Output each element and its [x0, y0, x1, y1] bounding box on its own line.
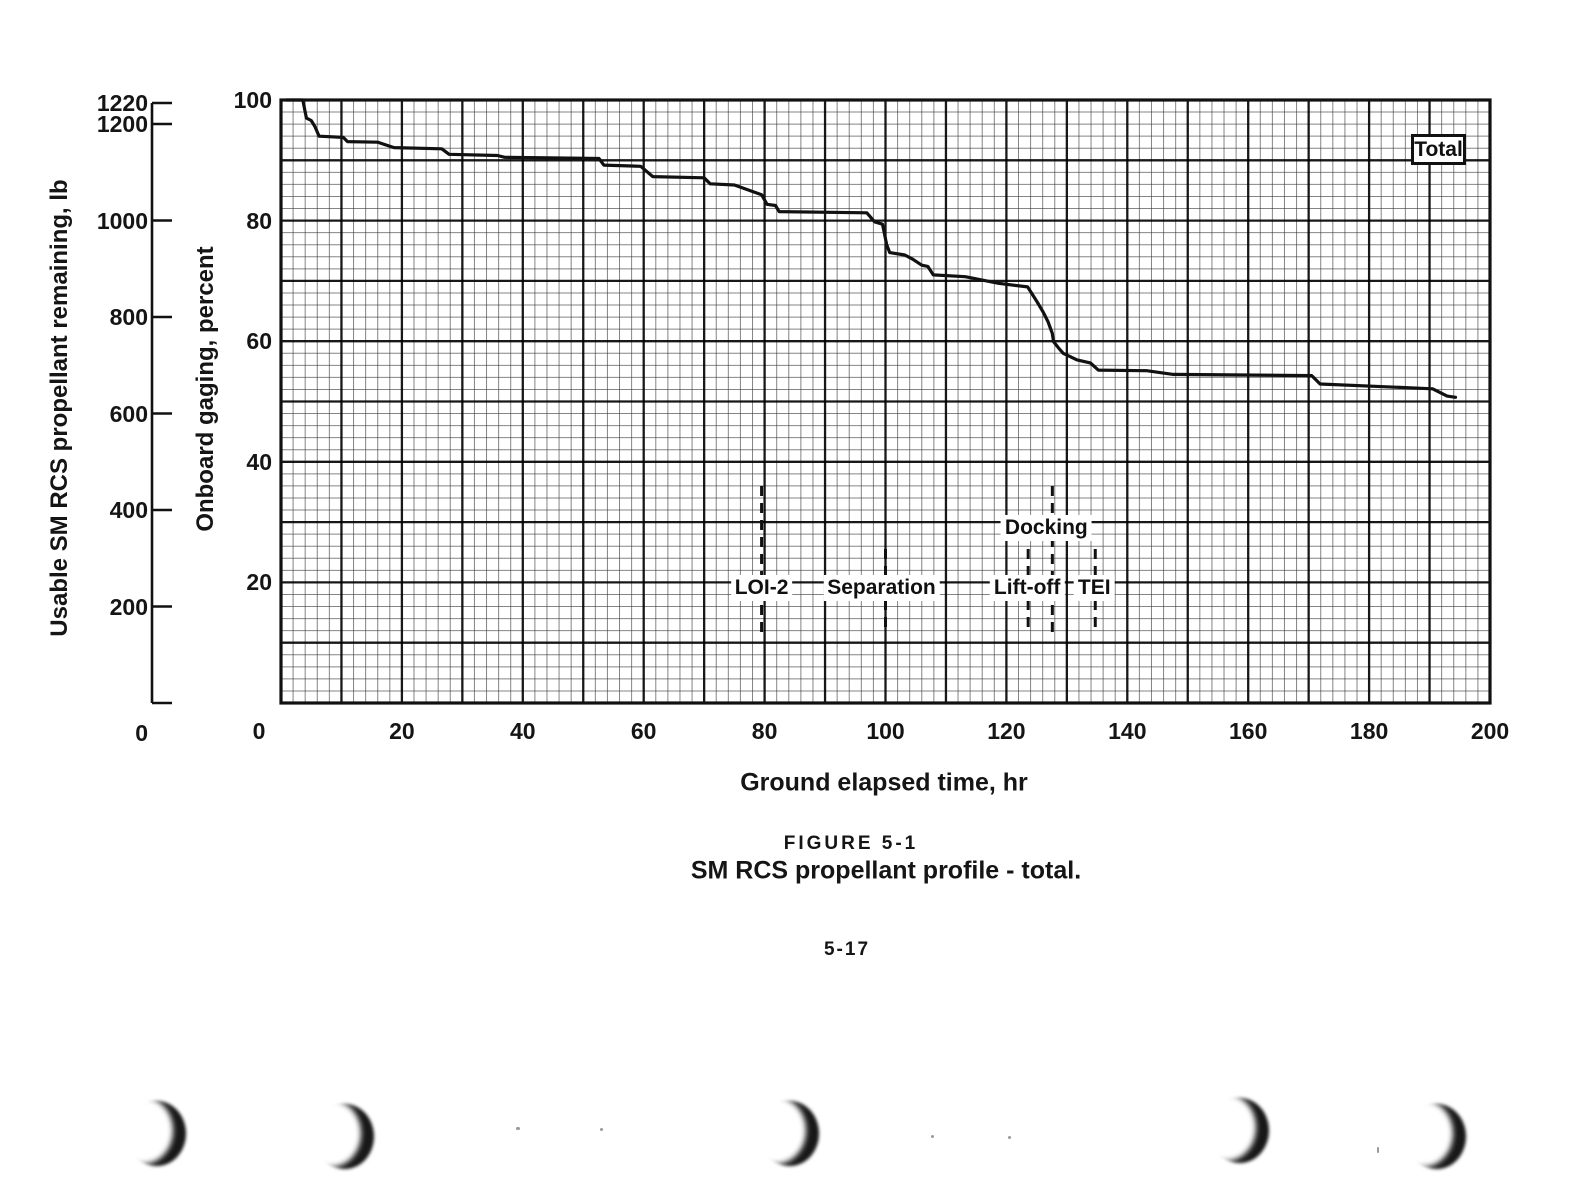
binder-hole-shadow	[746, 1097, 819, 1166]
binder-hole-shadow-mask	[746, 1097, 806, 1164]
percent-tick-label-20: 20	[246, 569, 272, 596]
pounds-tick-label-1200: 1200	[96, 111, 148, 137]
pounds-tick-label-600: 600	[109, 400, 148, 427]
x-tick-label-160: 160	[1229, 718, 1268, 744]
pounds-tick-label-800: 800	[109, 304, 148, 330]
event-label-docking: Docking	[1000, 515, 1092, 541]
binder-hole-shadow	[301, 1100, 374, 1169]
x-tick-label-140: 140	[1108, 718, 1147, 744]
event-label-separation: Separation	[823, 575, 940, 601]
binder-hole-shadow-mask	[1393, 1100, 1453, 1167]
total-propellant-curve	[284, 98, 1458, 399]
pounds-tick-label-200: 200	[109, 593, 148, 620]
plot-border	[279, 98, 1492, 705]
x-tick-label-200: 200	[1470, 718, 1510, 744]
figure-number: FIGURE 5-1	[783, 833, 919, 854]
event-label-tei: TEI	[1073, 575, 1115, 601]
x-tick-label-120: 120	[987, 718, 1026, 744]
x-tick-label-40: 40	[510, 718, 536, 744]
x-tick-label-80: 80	[751, 718, 778, 744]
pounds-tick-label-400: 400	[109, 497, 148, 523]
page-number: 5-17	[823, 939, 871, 960]
binder-hole-shadow	[1393, 1100, 1466, 1169]
binder-hole-shadow-mask	[301, 1100, 361, 1167]
x-tick-label-20: 20	[389, 718, 415, 744]
x-tick-label-180: 180	[1349, 718, 1389, 744]
x-tick-label-0: 0	[252, 718, 266, 744]
binder-hole-shadow-mask	[113, 1097, 173, 1164]
event-label-lift-off: Lift-off	[989, 575, 1065, 601]
event-label-loi-2: LOI-2	[730, 575, 793, 601]
scan-speck	[1377, 1147, 1379, 1153]
percent-tick-label-80: 80	[246, 207, 272, 234]
binder-hole-shadow	[113, 1097, 186, 1166]
legend-total-box: Total	[1411, 134, 1466, 165]
binder-hole-shadow-mask	[1196, 1094, 1256, 1161]
pounds-tick-label-1000: 1000	[96, 207, 148, 234]
scan-speck	[931, 1135, 934, 1138]
x-tick-label-60: 60	[630, 718, 657, 744]
x-tick-label-100: 100	[866, 718, 905, 744]
pounds-tick-label-1220: 1220	[96, 90, 148, 116]
pounds-tick-label-0: 0	[135, 720, 148, 746]
scan-speck	[600, 1128, 603, 1131]
percent-tick-label-60: 60	[246, 328, 272, 355]
x-axis-label: Ground elapsed time, hr	[740, 768, 1028, 797]
y-axis-label-percent: Onboard gaging, percent	[192, 246, 219, 532]
percent-tick-label-100: 100	[233, 87, 272, 113]
figure-caption: SM RCS propellant profile - total.	[690, 856, 1082, 885]
scan-speck	[516, 1127, 520, 1130]
legend-total-label: Total	[1414, 137, 1463, 161]
percent-tick-label-40: 40	[246, 448, 272, 475]
scan-speck	[1008, 1136, 1011, 1139]
binder-hole-shadow	[1196, 1094, 1269, 1163]
